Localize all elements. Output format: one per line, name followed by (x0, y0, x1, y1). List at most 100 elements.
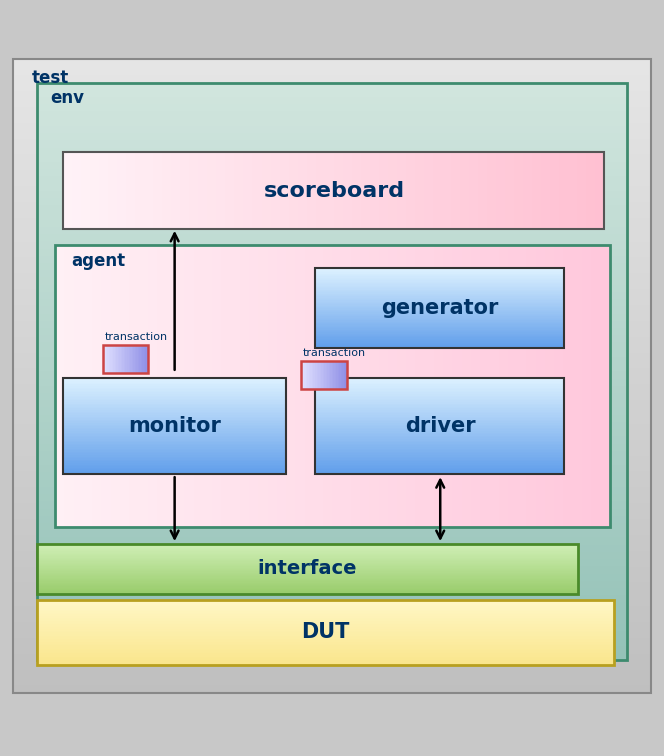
Bar (315, 319, 564, 321)
Bar (451, 152, 460, 228)
Bar (315, 448, 564, 451)
Bar (147, 345, 148, 373)
Bar (315, 402, 564, 404)
Bar (63, 380, 286, 381)
Bar (416, 245, 425, 528)
Bar (13, 686, 651, 693)
Bar (37, 662, 614, 663)
Bar (37, 581, 578, 583)
Bar (351, 245, 360, 528)
Bar (37, 350, 627, 357)
Bar (600, 245, 610, 528)
Bar (63, 434, 286, 435)
Bar (63, 152, 604, 228)
Bar (37, 572, 578, 574)
Bar (63, 394, 286, 395)
Bar (37, 643, 614, 646)
Bar (13, 115, 651, 122)
Bar (554, 245, 563, 528)
Bar (370, 152, 378, 228)
Bar (37, 548, 578, 549)
Bar (315, 312, 564, 314)
Bar (37, 611, 614, 613)
Bar (13, 622, 651, 630)
Bar (315, 300, 564, 302)
Bar (270, 152, 280, 228)
Bar (63, 447, 286, 448)
Bar (13, 638, 651, 646)
Bar (315, 344, 564, 345)
Bar (434, 245, 444, 528)
Bar (63, 395, 286, 397)
Bar (63, 399, 286, 401)
Bar (114, 345, 115, 373)
Bar (461, 245, 471, 528)
Bar (63, 389, 286, 391)
Bar (315, 271, 564, 272)
Bar (13, 274, 651, 281)
Bar (13, 662, 651, 670)
Bar (63, 468, 286, 469)
Bar (13, 646, 651, 654)
Bar (13, 242, 651, 249)
Bar (37, 559, 578, 560)
Bar (315, 423, 564, 425)
Bar (541, 152, 550, 228)
Bar (13, 495, 651, 503)
Bar (315, 394, 564, 395)
Bar (63, 417, 286, 418)
Bar (13, 630, 651, 638)
Bar (63, 435, 286, 438)
Bar (315, 275, 564, 277)
Bar (37, 162, 627, 169)
Bar (315, 284, 564, 286)
Bar (181, 152, 189, 228)
Bar (315, 455, 564, 457)
Bar (63, 438, 286, 439)
Bar (212, 245, 222, 528)
Bar (63, 378, 286, 380)
Bar (83, 245, 92, 528)
Bar (301, 361, 303, 389)
Bar (37, 553, 578, 554)
Bar (37, 566, 627, 574)
Bar (162, 152, 171, 228)
Bar (13, 218, 651, 226)
Bar (63, 407, 286, 408)
Bar (315, 466, 564, 468)
Bar (37, 141, 627, 147)
Bar (37, 407, 627, 415)
Bar (13, 432, 651, 440)
Bar (199, 152, 207, 228)
Bar (496, 152, 505, 228)
Bar (13, 234, 651, 242)
Bar (63, 432, 286, 434)
Bar (37, 270, 627, 277)
Bar (315, 302, 564, 303)
Bar (13, 479, 651, 488)
Bar (559, 152, 568, 228)
Bar (127, 345, 129, 373)
Bar (319, 361, 321, 389)
Bar (315, 428, 564, 429)
Bar (37, 590, 578, 591)
Bar (37, 277, 627, 285)
Text: scoreboard: scoreboard (264, 181, 404, 201)
Bar (315, 345, 564, 347)
Bar (13, 376, 651, 384)
Bar (37, 556, 578, 558)
Bar (37, 544, 578, 545)
Bar (126, 152, 135, 228)
Bar (37, 624, 627, 631)
Bar (424, 152, 433, 228)
Bar (37, 649, 614, 650)
Bar (315, 445, 564, 447)
Bar (37, 658, 614, 660)
Bar (13, 59, 651, 67)
Bar (37, 472, 627, 479)
Bar (315, 378, 564, 380)
Bar (240, 245, 249, 528)
Bar (315, 280, 564, 282)
Bar (13, 463, 651, 472)
Bar (37, 566, 578, 568)
